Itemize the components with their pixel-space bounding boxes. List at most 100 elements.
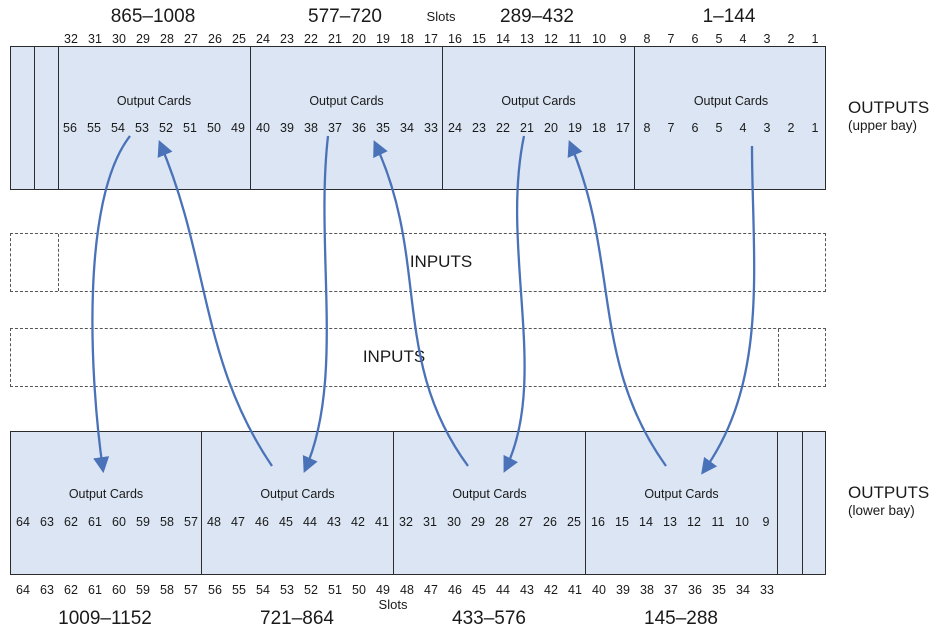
slot-number: 53 (280, 583, 294, 597)
flow-arrow (157, 140, 273, 467)
slot-number: 7 (667, 32, 675, 46)
slot-number: 43 (520, 583, 534, 597)
card-slot-number: 36 (352, 121, 366, 135)
card-slot-number: 21 (520, 121, 534, 135)
card-slot-number: 55 (87, 121, 101, 135)
card-slot-number: 32 (399, 515, 413, 529)
top-slots-word: Slots (426, 9, 456, 24)
card-slot-number: 28 (495, 515, 509, 529)
inputs-divider (778, 329, 779, 386)
card-slot-number: 47 (231, 515, 245, 529)
card-slot-number: 8 (643, 121, 651, 135)
slot-number: 62 (64, 583, 78, 597)
slot-number: 52 (304, 583, 318, 597)
slot-number: 60 (112, 583, 126, 597)
card-slot-number: 49 (231, 121, 245, 135)
card-slot-number: 48 (207, 515, 221, 529)
slot-number: 17 (424, 32, 438, 46)
slot-number: 13 (520, 32, 534, 46)
card-slot-number: 44 (303, 515, 317, 529)
bottom-slot-numbers: 64 63 62 61 60 59 58 57 56 55 54 53 52 51 50 49 48 47 46 45… (0, 583, 948, 597)
slot-number: 51 (328, 583, 342, 597)
slot-number: 48 (400, 583, 414, 597)
card-slot-number: 31 (423, 515, 437, 529)
slot-number: 12 (544, 32, 558, 46)
slot-number: 61 (88, 583, 102, 597)
card-slot-number: 15 (615, 515, 629, 529)
slot-number: 63 (40, 583, 54, 597)
slot-number: 55 (232, 583, 246, 597)
slot-number: 28 (160, 32, 174, 46)
bottom-range-1: 1009–1152 (58, 608, 152, 629)
slot-number: 4 (739, 32, 747, 46)
slot-number: 36 (688, 583, 702, 597)
slot-number: 8 (643, 32, 651, 46)
slot-number: 29 (136, 32, 150, 46)
card-slot-number: 17 (616, 121, 630, 135)
bottom-slots-word: Slots (378, 597, 408, 612)
slot-number: 2 (787, 32, 795, 46)
slot-number: 42 (544, 583, 558, 597)
upper-output-card-panel: Output Cards 40 39 38 37 36 35 34 33 (251, 47, 443, 189)
upper-output-card-panel: Output Cards 8 7 6 5 4 3 2 1 (635, 47, 827, 189)
card-slot-number: 10 (735, 515, 749, 529)
card-slot-number: 14 (639, 515, 653, 529)
card-slot-number: 61 (88, 515, 102, 529)
card-slot-number: 22 (496, 121, 510, 135)
card-slot-number: 33 (424, 121, 438, 135)
slot-number: 59 (136, 583, 150, 597)
card-slot-number: 16 (591, 515, 605, 529)
upper-output-card-panel: Output Cards 56 55 54 53 52 51 50 49 (58, 47, 251, 189)
slot-number: 44 (496, 583, 510, 597)
slot-number: 34 (736, 583, 750, 597)
card-slot-number: 11 (711, 515, 725, 529)
card-slot-number: 5 (715, 121, 723, 135)
slot-number: 30 (112, 32, 126, 46)
card-slot-number: 46 (255, 515, 269, 529)
slot-number: 27 (184, 32, 198, 46)
slot-number: 11 (568, 32, 582, 46)
upper-bay-strip (11, 47, 35, 189)
card-slot-number: 4 (739, 121, 747, 135)
slot-number: 25 (232, 32, 246, 46)
card-slot-number: 40 (256, 121, 270, 135)
flow-arrow (373, 140, 469, 467)
slot-number: 1 (811, 32, 819, 46)
card-slot-number: 63 (40, 515, 54, 529)
upper-bay-side-label: OUTPUTS (upper bay) (848, 98, 929, 133)
slot-number: 47 (424, 583, 438, 597)
output-cards-title: Output Cards (116, 94, 192, 108)
slot-number: 18 (400, 32, 414, 46)
upper-bay-strip (35, 47, 59, 189)
slot-number: 16 (448, 32, 462, 46)
top-range-3: 289–432 (500, 6, 574, 27)
lower-output-card-panel: Output Cards 16 15 14 13 12 11 10 9 (586, 432, 778, 574)
slot-number: 15 (472, 32, 486, 46)
card-slot-number: 57 (184, 515, 198, 529)
slot-number: 49 (376, 583, 390, 597)
slot-number: 56 (208, 583, 222, 597)
top-range-2: 577–720 (308, 6, 382, 27)
slot-number: 14 (496, 32, 510, 46)
card-slot-number: 26 (543, 515, 557, 529)
slot-number: 6 (691, 32, 699, 46)
card-slot-number: 59 (136, 515, 150, 529)
slot-number: 35 (712, 583, 726, 597)
slot-number: 19 (376, 32, 390, 46)
slot-number: 26 (208, 32, 222, 46)
slot-number: 37 (664, 583, 678, 597)
lower-output-card-panel: Output Cards 48 47 46 45 44 43 42 41 (202, 432, 394, 574)
card-slot-number: 45 (279, 515, 293, 529)
card-slot-number: 62 (64, 515, 78, 529)
card-slot-number: 13 (663, 515, 677, 529)
card-slot-number: 35 (376, 121, 390, 135)
slot-number: 22 (304, 32, 318, 46)
card-slot-number: 25 (567, 515, 581, 529)
card-slot-number: 53 (135, 121, 149, 135)
output-cards-title: Output Cards (501, 94, 576, 108)
slot-number: 23 (280, 32, 294, 46)
card-slot-number: 54 (111, 121, 125, 135)
card-slot-number: 51 (183, 121, 197, 135)
slot-number: 39 (616, 583, 630, 597)
output-cards-title: Output Cards (452, 487, 527, 501)
